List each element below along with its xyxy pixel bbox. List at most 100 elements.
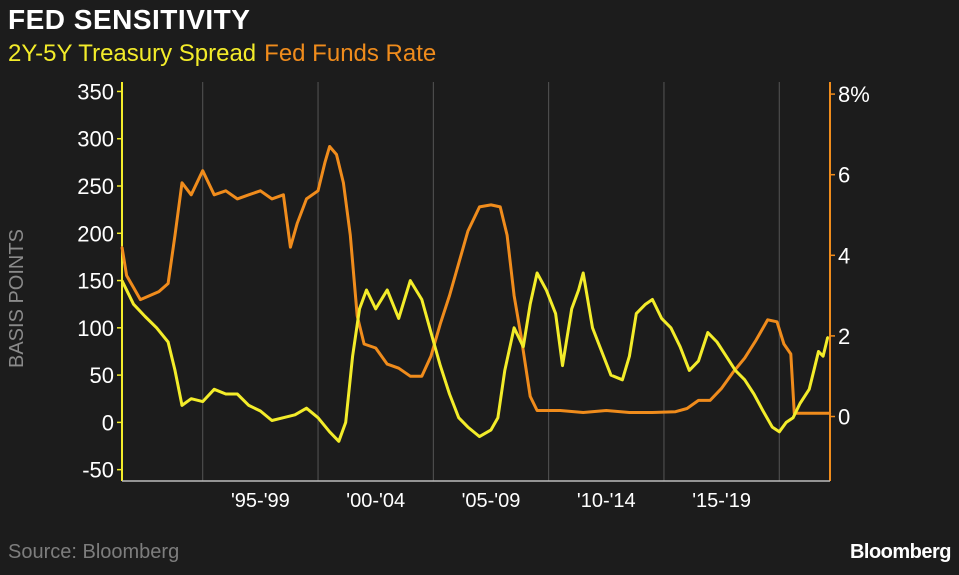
spread-point <box>621 379 623 381</box>
spread-point <box>132 303 134 305</box>
x-tick-label: '95-'99 <box>231 490 290 512</box>
x-tick-label: '10-'14 <box>577 490 636 512</box>
spread-point <box>817 350 819 352</box>
rate-point <box>328 145 330 147</box>
y-left-tick-label: 300 <box>77 127 114 152</box>
spread-point <box>628 355 630 357</box>
rate-point <box>458 262 460 264</box>
rate-point <box>697 399 699 401</box>
spread-point <box>827 336 829 338</box>
y-left-tick-label: 100 <box>77 316 114 341</box>
spread-point <box>365 289 367 291</box>
rate-point <box>225 190 227 192</box>
spread-point <box>571 308 573 310</box>
y-left-tick-label: 200 <box>77 221 114 246</box>
rate-point <box>349 234 351 236</box>
spread-point <box>813 369 815 371</box>
rate-point <box>296 222 298 224</box>
spread-point <box>478 435 480 437</box>
spread-point <box>294 414 296 416</box>
spread-point <box>644 303 646 305</box>
spread-point <box>458 417 460 419</box>
rate-point <box>139 298 141 300</box>
rate-point <box>439 323 441 325</box>
rate-point <box>213 194 215 196</box>
spread-point <box>778 431 780 433</box>
spread-point <box>213 388 215 390</box>
spread-point <box>688 369 690 371</box>
spread-point <box>785 421 787 423</box>
rate-point <box>158 290 160 292</box>
spread-point <box>248 404 250 406</box>
spread-point <box>236 393 238 395</box>
rate-point <box>409 375 411 377</box>
spread-point <box>467 426 469 428</box>
spread-point <box>762 410 764 412</box>
brand-logo: Bloomberg <box>850 541 951 564</box>
rate-point <box>790 353 792 355</box>
rate-point <box>467 230 469 232</box>
rate-point <box>559 409 561 411</box>
spread-point <box>430 331 432 333</box>
rate-point <box>421 375 423 377</box>
series-line-spread <box>122 273 828 441</box>
rate-point <box>529 395 531 397</box>
x-tick-label: '00-'04 <box>346 490 405 512</box>
rate-point <box>499 206 501 208</box>
line-chart: 350300250200150100500-508%6420'95-'99'00… <box>0 0 959 575</box>
spread-point <box>358 308 360 310</box>
rate-point <box>490 204 492 206</box>
rate-point <box>375 347 377 349</box>
spread-point <box>121 279 123 281</box>
rate-point <box>813 412 815 414</box>
rate-point <box>801 412 803 414</box>
spread-point <box>536 272 538 274</box>
rate-point <box>776 321 778 323</box>
rate-point <box>121 246 123 248</box>
rate-point <box>651 411 653 413</box>
rate-point <box>536 409 538 411</box>
spread-point <box>582 272 584 274</box>
rate-point <box>289 246 291 248</box>
spread-point <box>317 417 319 419</box>
rate-point <box>271 198 273 200</box>
x-tick-label: '05-'09 <box>462 490 521 512</box>
y-right-tick-label: 6 <box>838 163 850 188</box>
spread-point <box>345 421 347 423</box>
spread-point <box>225 393 227 395</box>
rate-point <box>478 206 480 208</box>
series-line-rate <box>122 147 830 414</box>
spread-point <box>792 417 794 419</box>
rate-point <box>202 170 204 172</box>
spread-point <box>271 419 273 421</box>
rate-point <box>829 412 831 414</box>
y-right-tick-label: 8% <box>838 82 870 107</box>
rate-point <box>317 190 319 192</box>
y-left-tick-label: 0 <box>102 410 114 435</box>
spread-point <box>725 355 727 357</box>
rate-point <box>386 363 388 365</box>
rate-point <box>744 357 746 359</box>
rate-point <box>174 234 176 236</box>
spread-point <box>513 327 515 329</box>
spread-point <box>144 315 146 317</box>
spread-point <box>799 402 801 404</box>
spread-point <box>610 374 612 376</box>
spread-point <box>155 327 157 329</box>
spread-point <box>651 298 653 300</box>
spread-point <box>679 346 681 348</box>
y-left-tick-label: 150 <box>77 269 114 294</box>
y-left-tick-label: 250 <box>77 174 114 199</box>
spread-point <box>522 346 524 348</box>
rate-point <box>335 153 337 155</box>
spread-point <box>351 355 353 357</box>
rate-point <box>181 182 183 184</box>
spread-point <box>716 341 718 343</box>
spread-point <box>707 331 709 333</box>
y-right-tick-label: 0 <box>838 405 850 430</box>
spread-point <box>202 400 204 402</box>
rate-point <box>783 343 785 345</box>
rate-point <box>513 294 515 296</box>
rate-point <box>448 294 450 296</box>
rate-point <box>167 282 169 284</box>
